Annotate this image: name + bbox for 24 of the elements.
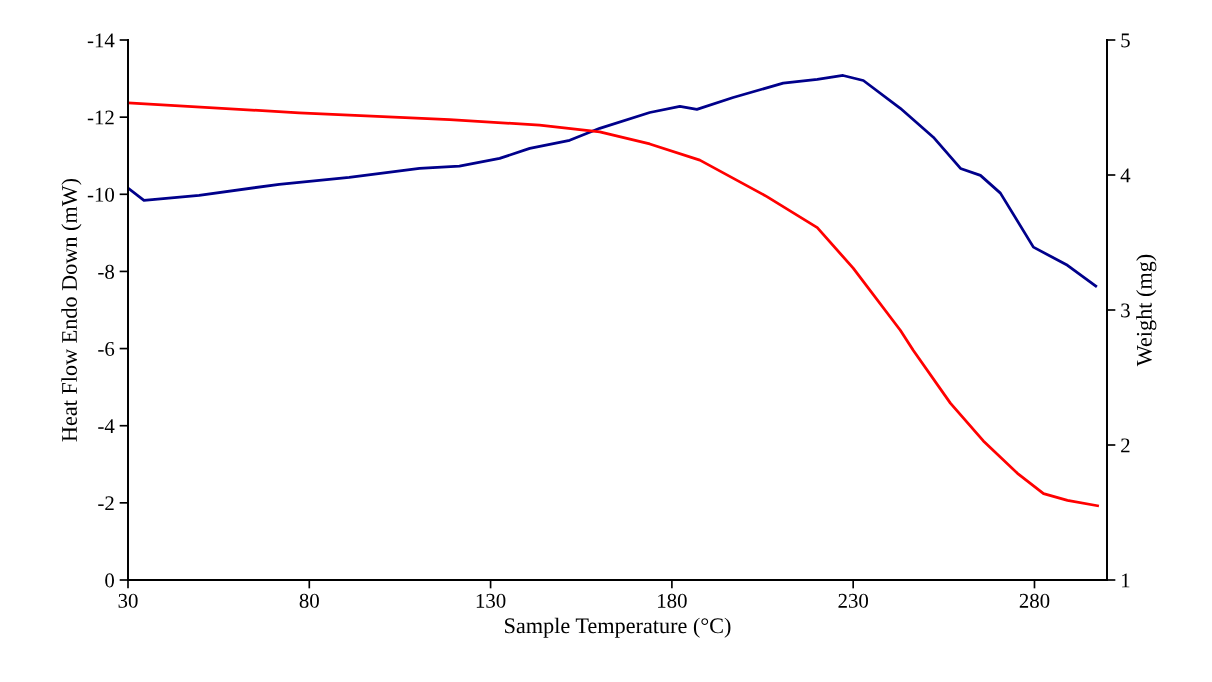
x-tick-label: 280 [1019, 593, 1050, 608]
y-tick-label: -10 [87, 187, 115, 202]
x-tick-label: 80 [299, 593, 319, 608]
y-tick-label: -14 [87, 33, 115, 48]
y2-tick-label: 3 [1121, 303, 1130, 318]
x-axis-title: Sample Temperature (°C) [505, 617, 731, 638]
x-tick-label: 130 [476, 593, 506, 608]
x-tick-label: 230 [838, 593, 869, 608]
y2-tick-label: 2 [1121, 438, 1130, 453]
y2-axis-title: Weight (mg) [1136, 254, 1157, 367]
y-tick-label: -2 [98, 496, 114, 511]
y-tick-label: 0 [105, 573, 115, 588]
x-tick-label: 180 [658, 593, 687, 608]
y-tick-label: -4 [98, 419, 115, 433]
y-axis-title: Heat Flow Endo Down (mW) [61, 178, 82, 442]
y2-tick-label: 1 [1122, 573, 1130, 588]
x-tick-label: 30 [118, 593, 138, 608]
y2-tick-label: 5 [1121, 33, 1130, 48]
line-series [128, 74, 1098, 288]
y-tick-label: -8 [98, 264, 115, 279]
y2-tick-label: 4 [1120, 168, 1131, 183]
y-tick-label: -12 [87, 110, 114, 125]
y-tick-label: -6 [98, 342, 115, 356]
line-series [128, 101, 1099, 508]
